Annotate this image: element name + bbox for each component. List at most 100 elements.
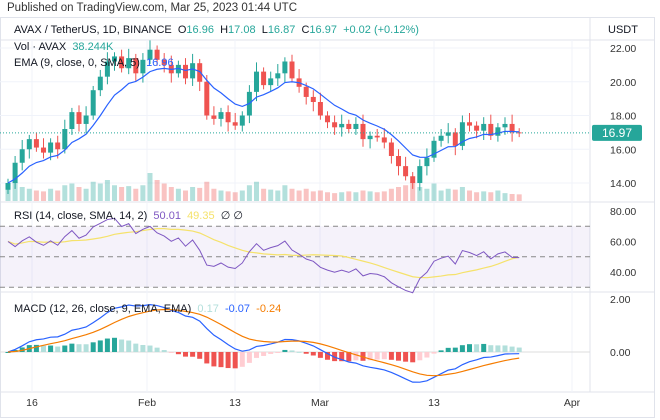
- volume-bar: [197, 187, 203, 201]
- candle-up: [190, 63, 196, 79]
- price-tick-label: 20.00: [610, 77, 636, 89]
- volume-bar: [332, 193, 338, 201]
- macd-histogram-bar: [19, 347, 25, 352]
- high-value: 17.08: [228, 24, 256, 36]
- rsi-ma-value: 49.35: [187, 210, 215, 222]
- volume-bar: [97, 183, 103, 201]
- macd-histogram-bar: [76, 344, 82, 352]
- candle-down: [474, 125, 480, 131]
- volume-bar: [62, 185, 68, 201]
- volume-bar: [183, 190, 188, 201]
- last-price-label: 16.97: [602, 126, 632, 140]
- macd-histogram-bar: [41, 345, 46, 352]
- macd-histogram-bar: [303, 352, 309, 354]
- macd-histogram-bar: [388, 352, 394, 360]
- candle-up: [438, 135, 444, 141]
- macd-histogram-bar: [396, 352, 401, 361]
- macd-histogram-bar: [282, 349, 288, 352]
- volume-bar: [424, 188, 430, 201]
- candle-up: [367, 135, 373, 140]
- volume-bar: [190, 187, 196, 201]
- macd-histogram-bar: [339, 352, 345, 362]
- macd-histogram-bar: [459, 345, 465, 352]
- volume-bar: [55, 190, 61, 201]
- change-value: +0.02 (+0.12%): [343, 24, 419, 36]
- candle-up: [175, 64, 181, 74]
- volume-bar: [417, 187, 423, 201]
- vol-value: 38.244K: [72, 41, 114, 53]
- candle-down: [55, 142, 61, 150]
- candle-down: [154, 49, 160, 60]
- candle-down: [488, 123, 494, 136]
- volume-bar: [317, 190, 323, 201]
- macd-histogram-bar: [310, 352, 316, 356]
- candle-up: [275, 73, 281, 79]
- volume-bar: [19, 187, 25, 201]
- volume-bar: [48, 188, 54, 201]
- volume-bar: [83, 188, 89, 201]
- volume-bar: [438, 190, 444, 201]
- volume-bar: [140, 185, 146, 201]
- candle-up: [353, 123, 359, 129]
- volume-bar: [261, 188, 267, 201]
- volume-bar: [452, 189, 458, 201]
- macd-histogram-bar: [239, 352, 245, 367]
- macd-label: MACD (12, 26, close, 9, EMA, EMA): [14, 303, 192, 315]
- candle-up: [445, 132, 451, 136]
- macd-histogram-bar: [204, 352, 210, 364]
- volume-bar: [296, 190, 302, 201]
- volume-bar: [474, 192, 480, 201]
- macd-histogram-bar: [33, 344, 39, 352]
- o-label: O: [177, 24, 187, 36]
- ema-value: 16.96: [146, 57, 174, 69]
- candle-up: [431, 140, 437, 158]
- rsi-label: RSI (14, close, SMA, 14, 2): [14, 210, 148, 222]
- candle-up: [126, 58, 132, 69]
- macd-histogram-bar: [474, 344, 480, 352]
- candle-down: [76, 112, 82, 124]
- price-tick-label: 14.00: [610, 178, 636, 190]
- volume-bar: [41, 191, 46, 201]
- macd-histogram-bar: [346, 352, 352, 362]
- volume-bar: [353, 192, 359, 201]
- macd-histogram-bar: [467, 344, 472, 352]
- volume-bar: [90, 181, 96, 201]
- candle-down: [289, 61, 295, 79]
- volume-bar: [275, 190, 281, 201]
- volume-bar: [396, 187, 401, 201]
- candle-up: [424, 157, 430, 167]
- x-tick-label: 13: [428, 397, 440, 409]
- h-label: H: [220, 24, 229, 36]
- x-tick-label: 16: [26, 397, 38, 409]
- ema-line: [7, 67, 520, 184]
- macd-histogram-bar: [133, 343, 139, 352]
- macd-histogram-bar: [254, 352, 259, 358]
- volume-bar: [282, 185, 288, 201]
- rsi-na-2: ∅: [233, 210, 243, 222]
- candle-down: [410, 176, 416, 183]
- legend-row-symbol: AVAX / TetherUS, 1D, BINANCE O16.96 H17.…: [14, 24, 419, 36]
- candle-down: [317, 102, 323, 116]
- volume-bar: [268, 189, 274, 201]
- macd-histogram-bar: [509, 346, 515, 352]
- candle-up: [254, 71, 259, 92]
- volume-bar: [374, 192, 380, 201]
- volume-bar: [246, 185, 252, 201]
- volume-bar: [254, 181, 259, 201]
- candle-down: [396, 156, 401, 167]
- macd-histogram-bar: [83, 344, 89, 352]
- vol-label: Vol · AVAX: [14, 41, 67, 53]
- volume-bar: [104, 180, 110, 201]
- macd-histogram-bar: [140, 344, 146, 352]
- volume-bar: [168, 187, 174, 201]
- candle-down: [374, 135, 380, 138]
- macd-histogram-bar: [175, 352, 181, 355]
- macd-histogram-bar: [246, 352, 252, 363]
- price-tick-label: 18.00: [610, 111, 636, 123]
- volume-bar: [303, 188, 309, 201]
- candle-up: [12, 162, 18, 183]
- volume-bar: [211, 188, 217, 201]
- macd-histogram-bar: [90, 342, 96, 352]
- candle-down: [452, 132, 458, 146]
